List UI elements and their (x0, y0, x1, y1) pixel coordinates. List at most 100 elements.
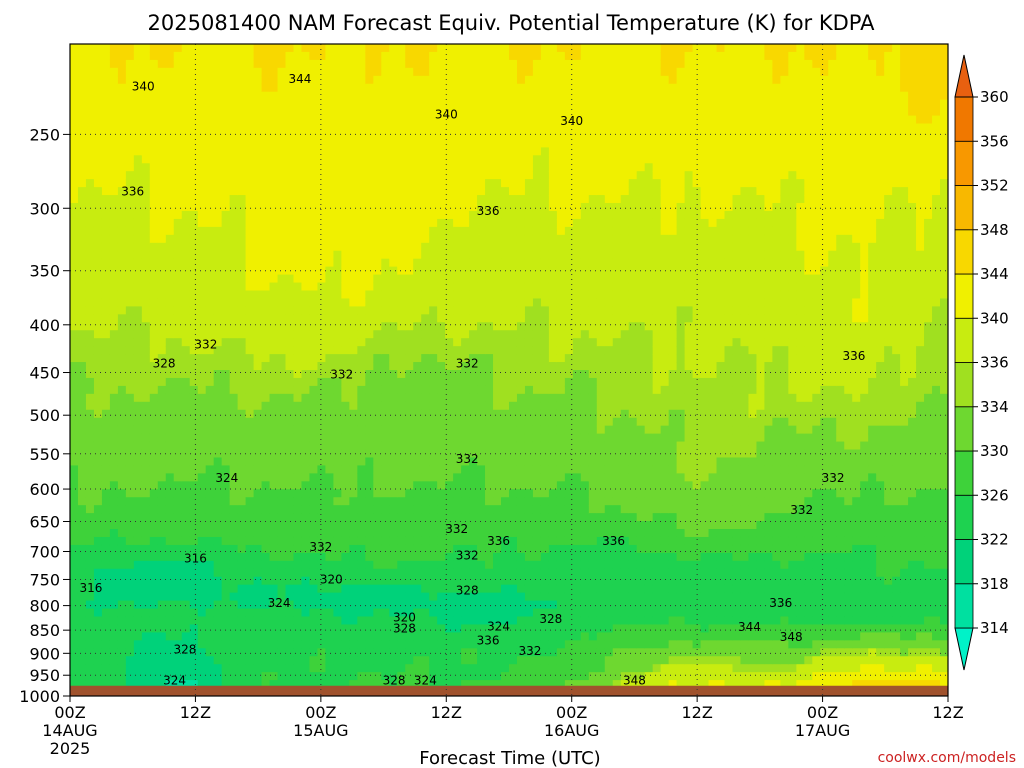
field-cell (405, 266, 414, 276)
field-cell (540, 163, 550, 172)
field-cell (301, 401, 311, 411)
field-cell (413, 648, 422, 657)
field-cell (181, 441, 191, 451)
field-cell (429, 513, 438, 522)
field-cell (141, 513, 151, 522)
field-cell (141, 338, 151, 347)
field-cell (125, 91, 135, 101)
field-cell (285, 672, 295, 681)
field-cell (485, 664, 494, 673)
field-cell (101, 274, 111, 284)
field-cell (277, 576, 287, 586)
field-cell (213, 449, 223, 459)
field-cell (189, 640, 199, 649)
field-cell (493, 226, 502, 236)
field-cell (429, 139, 438, 148)
field-cell (333, 147, 342, 156)
field-cell (205, 624, 215, 633)
field-cell (445, 155, 454, 164)
field-cell (70, 632, 79, 641)
field-cell (325, 393, 334, 403)
field-cell (509, 592, 518, 602)
field-cell (277, 568, 287, 578)
field-cell (389, 680, 398, 689)
field-cell (381, 330, 390, 339)
field-cell (413, 385, 422, 395)
field-cell (181, 83, 191, 93)
field-cell (149, 505, 159, 514)
field-cell (389, 314, 398, 323)
field-cell (509, 155, 518, 164)
field-cell (325, 505, 334, 514)
field-cell (493, 83, 502, 93)
field-cell (461, 680, 470, 689)
field-cell (205, 322, 215, 331)
field-cell (117, 370, 127, 379)
field-cell (309, 377, 319, 387)
field-cell (453, 600, 462, 610)
field-cell (524, 44, 534, 53)
field-cell (405, 258, 414, 268)
field-cell (197, 393, 207, 403)
field-cell (277, 465, 287, 474)
field-cell (70, 457, 79, 467)
field-cell (173, 147, 183, 156)
field-cell (301, 179, 311, 188)
field-cell (205, 354, 215, 363)
field-cell (245, 592, 255, 602)
field-cell (93, 210, 103, 220)
field-cell (85, 521, 95, 530)
field-cell (373, 385, 382, 395)
field-cell (77, 481, 87, 490)
field-cell (173, 513, 183, 522)
field-cell (237, 417, 247, 427)
field-cell (437, 497, 446, 506)
field-cell (516, 179, 526, 188)
field-cell (516, 44, 526, 53)
field-cell (548, 282, 558, 292)
field-cell (461, 171, 470, 180)
field-cell (509, 91, 518, 101)
field-cell (173, 266, 183, 276)
field-cell (516, 314, 526, 323)
field-cell (293, 75, 303, 85)
field-cell (293, 672, 303, 681)
field-cell (540, 521, 550, 530)
field-cell (213, 354, 223, 363)
field-cell (405, 489, 414, 498)
field-cell (229, 656, 239, 665)
field-cell (493, 624, 502, 633)
field-cell (461, 226, 470, 236)
field-cell (524, 680, 534, 689)
field-cell (373, 449, 382, 459)
field-cell (221, 473, 231, 482)
field-cell (373, 195, 382, 204)
field-cell (277, 401, 287, 411)
field-cell (509, 322, 518, 331)
field-cell (189, 91, 199, 101)
field-cell (253, 51, 263, 61)
field-cell (149, 576, 159, 586)
field-cell (405, 377, 414, 387)
field-cell (269, 441, 279, 451)
field-cell (405, 425, 414, 435)
field-cell (117, 59, 127, 69)
field-cell (125, 59, 135, 69)
field-cell (453, 425, 462, 435)
field-cell (548, 75, 558, 85)
field-cell (493, 680, 502, 689)
field-cell (70, 385, 79, 395)
field-cell (101, 648, 111, 657)
field-cell (485, 529, 494, 538)
field-cell (293, 330, 303, 339)
field-cell (501, 195, 510, 204)
field-cell (101, 298, 111, 307)
field-cell (509, 449, 518, 459)
field-cell (157, 664, 167, 673)
field-cell (253, 505, 263, 514)
field-cell (357, 544, 366, 554)
field-cell (277, 171, 287, 180)
field-cell (485, 290, 494, 300)
field-cell (101, 210, 111, 220)
field-cell (397, 409, 406, 419)
